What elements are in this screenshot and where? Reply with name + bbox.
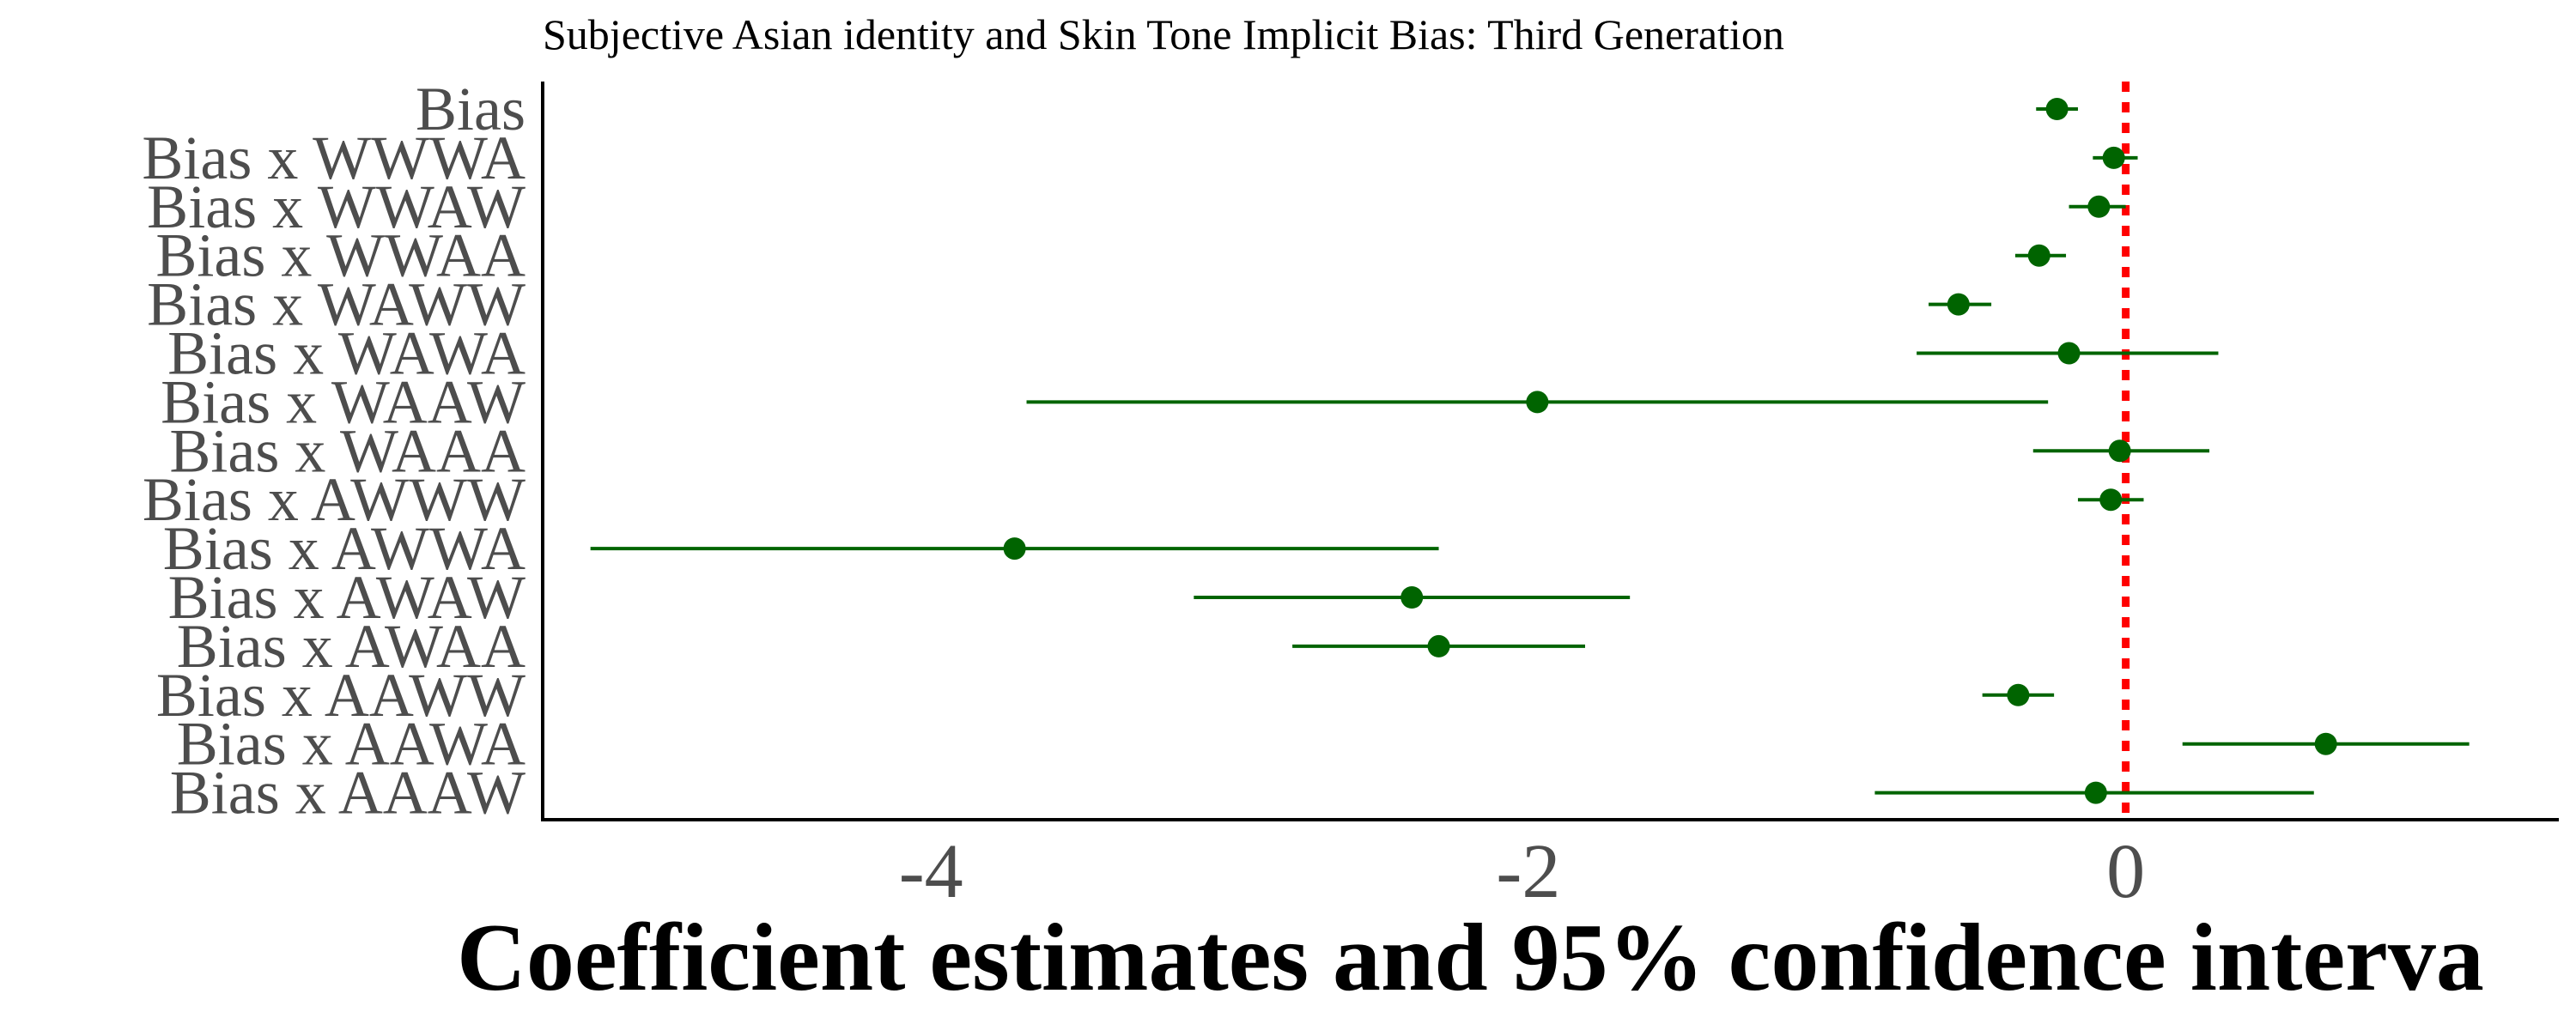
y-tick-label-bias-x-waaa: Bias x WAAA bbox=[169, 416, 526, 485]
estimate-point-bias-x-aaww bbox=[2007, 683, 2030, 706]
estimate-point-bias-x-awaa bbox=[1427, 634, 1450, 657]
y-tick-label-bias-x-aaaw: Bias x AAAW bbox=[170, 759, 526, 827]
x-tick-label-neg2: -2 bbox=[1496, 829, 1560, 914]
y-tick-label-bias-x-aaww: Bias x AAWW bbox=[156, 661, 526, 730]
estimate-point-bias-x-wwaa bbox=[2027, 244, 2050, 267]
estimate-point-bias-x-awaw bbox=[1400, 586, 1424, 609]
estimate-point-bias-x-aaaw bbox=[2084, 781, 2107, 804]
estimate-point-bias-x-aawa bbox=[2314, 732, 2337, 755]
estimate-point-bias-x-wwwa bbox=[2102, 146, 2125, 169]
estimate-point-bias-x-wawa bbox=[2057, 342, 2081, 365]
estimate-point-bias bbox=[2045, 98, 2069, 120]
y-tick-label-bias: Bias bbox=[416, 75, 526, 143]
estimate-point-bias-x-awww bbox=[2099, 488, 2123, 512]
y-tick-label-bias-x-awwa: Bias x AWWA bbox=[163, 514, 526, 583]
y-tick-label-bias-x-wawa: Bias x WAWA bbox=[167, 319, 526, 388]
estimate-point-bias-x-waaa bbox=[2108, 439, 2131, 463]
y-tick-label-bias-x-wwaa: Bias x WWAA bbox=[155, 221, 526, 290]
chart-title: Subjective Asian identity and Skin Tone … bbox=[543, 10, 1784, 58]
y-tick-label-bias-x-awaa: Bias x AWAA bbox=[177, 612, 526, 681]
x-tick-label-neg4: -4 bbox=[899, 829, 963, 914]
estimate-point-bias-x-waww bbox=[1947, 293, 1970, 316]
y-tick-label-bias-x-waww: Bias x WAWW bbox=[147, 270, 526, 339]
y-tick-label-bias-x-wwaw: Bias x WWAW bbox=[147, 173, 526, 241]
x-tick-label-0: 0 bbox=[2106, 829, 2145, 914]
estimate-point-bias-x-wwaw bbox=[2087, 195, 2111, 218]
estimate-point-bias-x-waaw bbox=[1526, 391, 1549, 414]
y-tick-label-bias-x-wwwa: Bias x WWWA bbox=[142, 124, 526, 192]
y-tick-label-bias-x-waaw: Bias x WAAW bbox=[161, 367, 526, 436]
x-axis-label: Coefficient estimates and 95% confidence… bbox=[457, 905, 2484, 1011]
y-tick-label-bias-x-awaw: Bias x AWAW bbox=[168, 563, 526, 632]
estimate-point-bias-x-awwa bbox=[1003, 537, 1026, 560]
y-tick-label-bias-x-aawa: Bias x AAWA bbox=[177, 710, 526, 779]
y-tick-label-bias-x-awww: Bias x AWWW bbox=[143, 465, 526, 534]
